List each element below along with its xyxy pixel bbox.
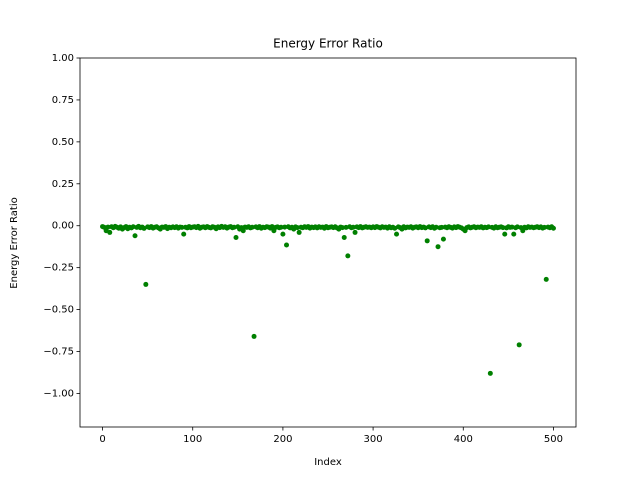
point bbox=[350, 224, 356, 230]
point bbox=[341, 234, 347, 240]
point bbox=[502, 231, 508, 237]
point bbox=[280, 231, 286, 237]
point bbox=[143, 281, 149, 287]
point bbox=[233, 234, 239, 240]
y-tick-label: −0.50 bbox=[43, 305, 74, 316]
point bbox=[284, 242, 290, 248]
point bbox=[107, 229, 113, 235]
point bbox=[543, 276, 549, 282]
point bbox=[352, 229, 358, 235]
y-tick-label: 0.25 bbox=[52, 179, 74, 190]
point bbox=[282, 224, 288, 230]
chart-title: Energy Error Ratio bbox=[273, 37, 383, 51]
point bbox=[181, 231, 187, 237]
point bbox=[435, 244, 441, 250]
point bbox=[511, 231, 517, 237]
point bbox=[345, 253, 351, 259]
x-tick-label: 100 bbox=[183, 434, 202, 445]
point bbox=[296, 229, 302, 235]
point bbox=[240, 228, 246, 234]
y-tick-label: −0.25 bbox=[43, 263, 74, 274]
point bbox=[339, 225, 345, 231]
point bbox=[440, 236, 446, 242]
point bbox=[516, 342, 522, 348]
point bbox=[105, 224, 111, 230]
y-tick-label: −0.75 bbox=[43, 347, 74, 358]
point bbox=[424, 238, 430, 244]
point bbox=[179, 224, 185, 230]
point bbox=[541, 224, 547, 230]
y-tick-label: −1.00 bbox=[43, 388, 74, 399]
point bbox=[132, 233, 138, 239]
point bbox=[251, 333, 257, 339]
point bbox=[294, 225, 300, 231]
point bbox=[439, 224, 445, 230]
x-tick-label: 300 bbox=[364, 434, 383, 445]
point bbox=[500, 225, 506, 231]
x-tick-label: 400 bbox=[454, 434, 473, 445]
point bbox=[278, 224, 284, 230]
x-tick-label: 0 bbox=[99, 434, 105, 445]
y-tick-label: 0.50 bbox=[52, 137, 74, 148]
y-tick-label: 0.75 bbox=[52, 95, 74, 106]
point bbox=[487, 370, 493, 376]
x-tick-label: 500 bbox=[544, 434, 563, 445]
x-axis-label: Index bbox=[314, 457, 342, 468]
y-tick-label: 0.00 bbox=[52, 221, 74, 232]
x-tick-label: 200 bbox=[273, 434, 292, 445]
point bbox=[550, 225, 556, 231]
y-tick-label: 1.00 bbox=[52, 53, 74, 64]
y-axis-label: Energy Error Ratio bbox=[9, 197, 20, 288]
point bbox=[249, 224, 255, 230]
point bbox=[394, 231, 400, 237]
plot-frame bbox=[79, 57, 577, 428]
